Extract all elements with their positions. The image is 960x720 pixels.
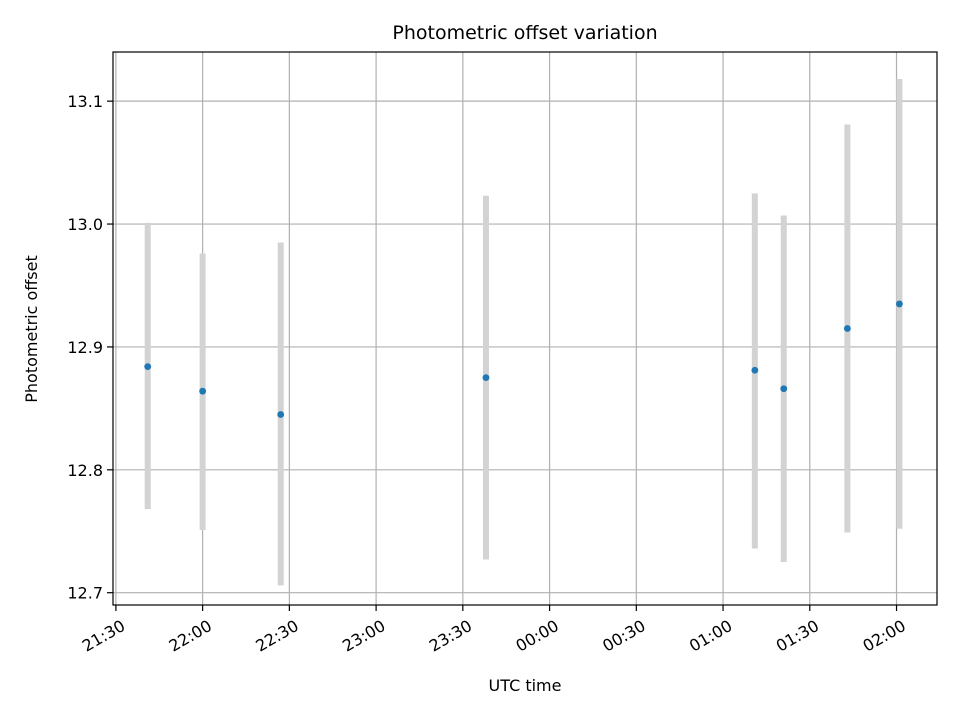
data-point [144, 363, 152, 370]
y-tick-label: 12.7 [67, 584, 103, 603]
data-point [199, 387, 207, 395]
data-point [751, 366, 759, 374]
data-point [482, 374, 490, 382]
x-axis-label: UTC time [489, 676, 562, 695]
data-point [780, 385, 788, 393]
data-points [144, 300, 903, 418]
y-axis-ticks: 12.7 12.8 12.9 13.0 13.1 [67, 92, 113, 603]
grid [113, 52, 937, 605]
y-axis-label: Photometric offset [22, 255, 41, 403]
data-point [896, 300, 903, 308]
y-tick-label: 13.1 [67, 92, 103, 111]
plot-frame [112, 51, 938, 606]
y-tick-label: 12.8 [67, 461, 103, 480]
data-point [843, 325, 851, 332]
data-point [277, 411, 285, 418]
chart-title: Photometric offset variation [392, 22, 657, 44]
y-tick-label: 12.9 [67, 338, 103, 357]
y-tick-label: 13.0 [67, 215, 103, 234]
